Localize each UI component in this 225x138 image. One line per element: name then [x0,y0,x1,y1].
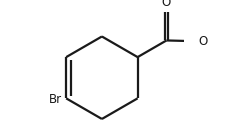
Text: O: O [161,0,170,9]
Text: Br: Br [49,93,62,106]
Text: O: O [198,35,207,48]
